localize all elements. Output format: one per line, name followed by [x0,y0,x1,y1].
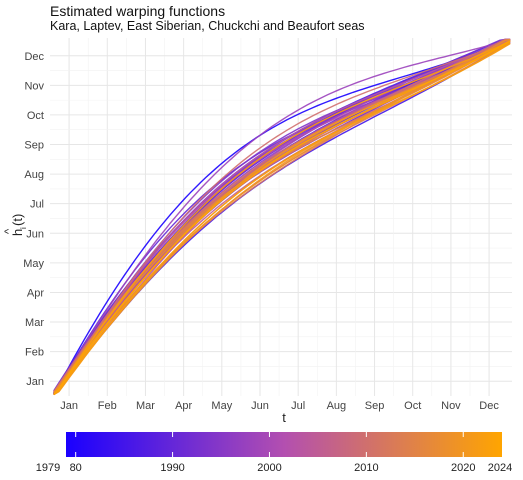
y-tick-label: Mar [25,317,44,329]
colorbar-min-label: 1979 [36,462,60,474]
y-tick-label: Jun [26,228,44,240]
colorbar-tick-label: 2010 [354,462,378,474]
grid [50,38,512,396]
y-axis-title-hat: ^ [3,228,15,234]
axis-titles: t ^ h i (t) [3,214,286,425]
warping-curve [53,39,511,395]
warping-curve [53,40,511,396]
x-tick-label: Aug [327,400,347,412]
y-axis-title-paren: (t) [10,214,25,226]
y-tick-label: Jan [26,376,44,388]
colorbar-tick-label: 2020 [451,462,475,474]
y-axis-title-main: h [10,229,25,236]
x-tick-label: Mar [136,400,155,412]
x-tick-label: May [211,400,232,412]
warping-curve [53,39,511,395]
x-tick-label: Nov [441,400,461,412]
y-tick-label: Aug [24,169,44,181]
colorbar-tick-label: 2000 [257,462,281,474]
chart-subtitle: Kara, Laptev, East Siberian, Chuckchi an… [50,19,365,33]
x-axis-title: t [282,410,286,425]
warping-curve [53,40,511,395]
warping-lines [53,38,511,396]
x-axis: Jan Feb Mar Apr May Jun Jul Aug Sep Oct Nov Dec [60,400,499,412]
y-tick-label: Sep [24,140,44,152]
y-tick-label: Dec [24,51,44,63]
colorbar-max-label: 2024 [488,462,512,474]
x-tick-label: Apr [175,400,192,412]
warping-curve [53,38,511,395]
x-tick-label: Oct [404,400,421,412]
x-tick-label: Dec [479,400,499,412]
warping-curve [53,39,511,395]
warping-curve [53,40,511,395]
y-tick-label: Nov [24,80,44,92]
y-tick-label: Feb [25,347,44,359]
colorbar-tick-label: 1990 [160,462,184,474]
warping-curve [53,42,511,396]
x-tick-label: Jul [291,400,305,412]
colorbar-gradient [66,432,502,457]
colorbar-tick-label: 80 [70,462,82,474]
x-tick-label: Feb [98,400,117,412]
x-tick-label: Jan [60,400,78,412]
x-tick-label: Jun [251,400,269,412]
y-tick-label: Jul [30,199,44,211]
x-tick-label: Sep [365,400,385,412]
y-tick-label: Apr [27,287,44,299]
chart-title: Estimated warping functions [50,3,226,19]
y-axis-title-sub: i [19,227,28,229]
colorbar-ticks: 80 1990 2000 2010 2020 [70,432,475,474]
plot-background [50,38,512,396]
y-tick-label: May [23,258,44,270]
colorbar-legend: 80 1990 2000 2010 2020 1979 2024 [36,432,512,474]
y-tick-label: Oct [27,110,44,122]
y-axis-title: ^ h i (t) [3,214,28,236]
plot-panel [50,38,512,396]
y-axis: Jan Feb Mar Apr May Jun Jul Aug Sep Oct Nov Dec [23,51,44,388]
